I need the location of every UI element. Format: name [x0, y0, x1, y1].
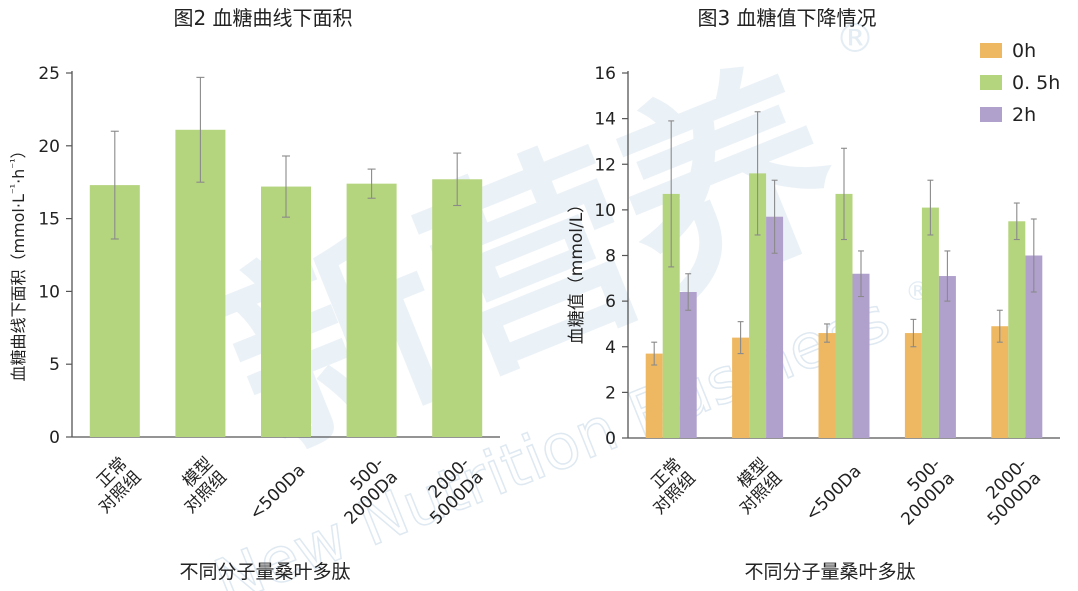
y-tick-label: 4 [605, 338, 616, 358]
y-tick-label: 16 [594, 64, 616, 84]
bar [732, 337, 750, 438]
y-axis-label-part: ·h [9, 169, 28, 184]
x-axis-label: 不同分子量桑叶多肽 [179, 561, 350, 583]
y-tick-label: 8 [605, 247, 616, 267]
legend-swatch [980, 107, 1002, 122]
bar [766, 216, 784, 438]
y-axis-label-superscript: ⁻¹ [8, 158, 21, 168]
x-tick-label: <500Da [802, 461, 866, 525]
bar [749, 173, 767, 438]
x-tick-label: 模型对照组 [722, 454, 786, 518]
y-tick-label: 20 [38, 137, 60, 157]
y-tick-label: 0 [605, 429, 616, 449]
bar [818, 333, 836, 438]
y-tick-label: 10 [594, 201, 616, 221]
y-axis-label: 血糖曲线下面积（mmol·L⁻¹·h⁻¹） [8, 142, 29, 381]
bar [662, 193, 680, 438]
y-tick-label: 12 [594, 155, 616, 175]
y-axis-label: 血糖值（mmol/L） [567, 196, 587, 344]
y-tick-label: 25 [38, 64, 60, 84]
y-axis-label-part: 血糖曲线下面积（mmol·L [9, 194, 28, 381]
bar [1008, 221, 1026, 438]
bar [938, 276, 956, 438]
legend: 0h 0. 5h 2h [980, 40, 1060, 126]
bar [904, 333, 922, 438]
chart-title: 图3 血糖值下降情况 [697, 6, 876, 30]
legend-label: 0. 5h [1012, 72, 1060, 94]
y-tick-label: 2 [605, 383, 616, 403]
y-axis-label-part: ） [9, 142, 28, 158]
bar [1025, 255, 1043, 438]
bar [921, 207, 939, 438]
x-tick-label-line: <500Da [802, 461, 866, 525]
y-tick-label: 10 [38, 282, 60, 302]
bar [645, 353, 663, 438]
bar [852, 273, 870, 438]
bar [991, 326, 1009, 438]
y-tick-label: 6 [605, 292, 616, 312]
y-tick-label: 5 [49, 355, 60, 375]
legend-label: 0h [1012, 40, 1036, 62]
bar [835, 193, 853, 438]
legend-swatch [980, 43, 1002, 58]
x-tick-label: 2000-5000Da [970, 454, 1045, 529]
bar [679, 292, 697, 438]
y-tick-label: 14 [594, 110, 616, 130]
y-tick-label: 0 [49, 428, 60, 448]
bar [261, 186, 311, 437]
bar [432, 179, 483, 437]
y-tick-label: 15 [38, 210, 60, 230]
y-axis-label-superscript: ⁻¹ [8, 184, 21, 194]
legend-swatch [980, 75, 1002, 90]
legend-label: 2h [1012, 104, 1036, 126]
x-axis-label: 不同分子量桑叶多肽 [744, 561, 915, 583]
bar [346, 183, 397, 437]
x-tick-label: 正常对照组 [636, 454, 700, 518]
chart-title: 图2 血糖曲线下面积 [173, 6, 352, 30]
x-tick-label: 500-2000Da [884, 454, 959, 529]
